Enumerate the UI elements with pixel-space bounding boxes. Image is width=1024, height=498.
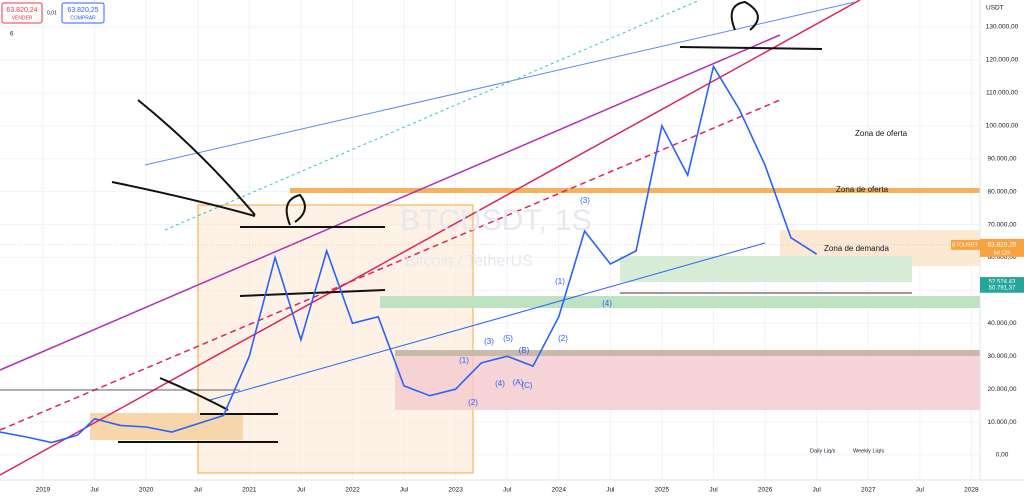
x-tick-label: 2023 [448, 487, 463, 494]
trade-panel: 63.820,24 VENDER 0,01 63.820,25 COMPRAR … [1, 2, 105, 38]
drawing [111, 0, 823, 443]
x-tick-label: Jul [916, 487, 925, 494]
y-tick-label: 70.000,00 [988, 221, 1017, 228]
wave-label: (2) [558, 334, 568, 343]
price-label: 50.791,37 [989, 285, 1016, 291]
price-label: 52.524,43 [989, 280, 1016, 286]
annotation: Zona de demanda [824, 244, 889, 253]
x-tick-label: 2021 [242, 487, 257, 494]
price-label-tag [980, 282, 1024, 293]
trendline [144, 1, 856, 166]
x-tick-label: Jul [297, 487, 306, 494]
annotation: Zona de oferta [855, 129, 908, 138]
y-tick-label: 130.000,00 [986, 24, 1019, 31]
countdown: 5d 12h [994, 250, 1011, 256]
wave-label: (3) [484, 337, 494, 346]
x-tick-label: 2027 [861, 487, 876, 494]
indicator-count[interactable]: 6 [10, 32, 14, 38]
buy-price: 63.820,25 [67, 7, 98, 14]
y-tick-label: 60.000,00 [988, 254, 1017, 261]
y-tick-label: 100.000,00 [986, 122, 1019, 129]
wave-label: (5) [503, 334, 513, 343]
x-tick-label: Jul [813, 487, 822, 494]
y-tick-label: 10.000,00 [988, 419, 1017, 426]
zone-red [395, 355, 980, 410]
last-price: 63.820,25 [988, 242, 1017, 249]
y-tick-label: 30.000,00 [988, 353, 1017, 360]
sell-label: VENDER [12, 15, 33, 21]
wave-label: (C) [521, 381, 532, 390]
zone-band [395, 350, 980, 356]
watermark-sub: Bitcoin / TetherUS [405, 253, 533, 270]
trendline [0, 34, 781, 371]
wave-label: (1) [555, 277, 565, 286]
sell-button[interactable] [1, 2, 43, 24]
trendline [0, 0, 861, 476]
wave-label: (4) [602, 299, 612, 308]
y-tick-label: 80.000,00 [988, 188, 1017, 195]
trendline [209, 242, 766, 401]
y-tick-label: 0,00 [996, 452, 1009, 459]
x-tick-label: Jul [606, 487, 615, 494]
x-tick-label: 2025 [655, 487, 670, 494]
symbol-tag [951, 239, 980, 250]
trendline [0, 99, 781, 431]
wave-label: (B) [519, 346, 530, 355]
x-tick-label: 2026 [758, 487, 773, 494]
buy-button[interactable] [61, 2, 105, 24]
supply-line [290, 188, 980, 193]
buy-label: COMPRAR [70, 15, 96, 21]
y-tick-label: 110.000,00 [986, 90, 1018, 97]
axis-title: USDT [986, 5, 1004, 12]
x-tick-label: 2024 [552, 487, 567, 494]
x-tick-label: 2028 [964, 487, 979, 494]
sell-price: 63.820,24 [6, 7, 37, 14]
wave-label: (3) [580, 196, 590, 205]
x-tick-label: 2020 [139, 487, 154, 494]
price-label-tag [980, 277, 1024, 288]
y-tick-label: 20.000,00 [988, 386, 1017, 393]
symbol: BTCUSDT [952, 242, 979, 248]
y-tick-label: 90.000,00 [988, 155, 1017, 162]
last-price-tag [980, 238, 1024, 257]
wave-label: (A) [513, 378, 524, 387]
watermark: BTCUSDT, 1S [400, 204, 592, 237]
price-line [0, 64, 818, 444]
wave-label: (2) [468, 398, 478, 407]
x-tick-label: 2022 [345, 487, 360, 494]
wave-label: (4) [495, 379, 505, 388]
annotation: Daily Liq/s [810, 448, 836, 454]
x-tick-label: Jul [194, 487, 203, 494]
green-zone [620, 256, 912, 282]
wave-label: (1) [459, 356, 469, 365]
y-tick-label: 120.000,00 [986, 57, 1019, 64]
x-tick-label: Jul [400, 487, 409, 494]
annotation: Zona de oferta [836, 185, 889, 194]
x-tick-label: Jul [90, 487, 99, 494]
spread: 0,01 [47, 10, 57, 16]
y-tick-label: 40.000,00 [988, 320, 1017, 327]
trendline [164, 0, 701, 231]
x-tick-label: Jul [503, 487, 512, 494]
x-tick-label: 2019 [36, 487, 51, 494]
x-tick-label: Jul [709, 487, 718, 494]
green-zone-2 [380, 296, 980, 308]
annotation: Weekly Liq/s [853, 448, 884, 454]
